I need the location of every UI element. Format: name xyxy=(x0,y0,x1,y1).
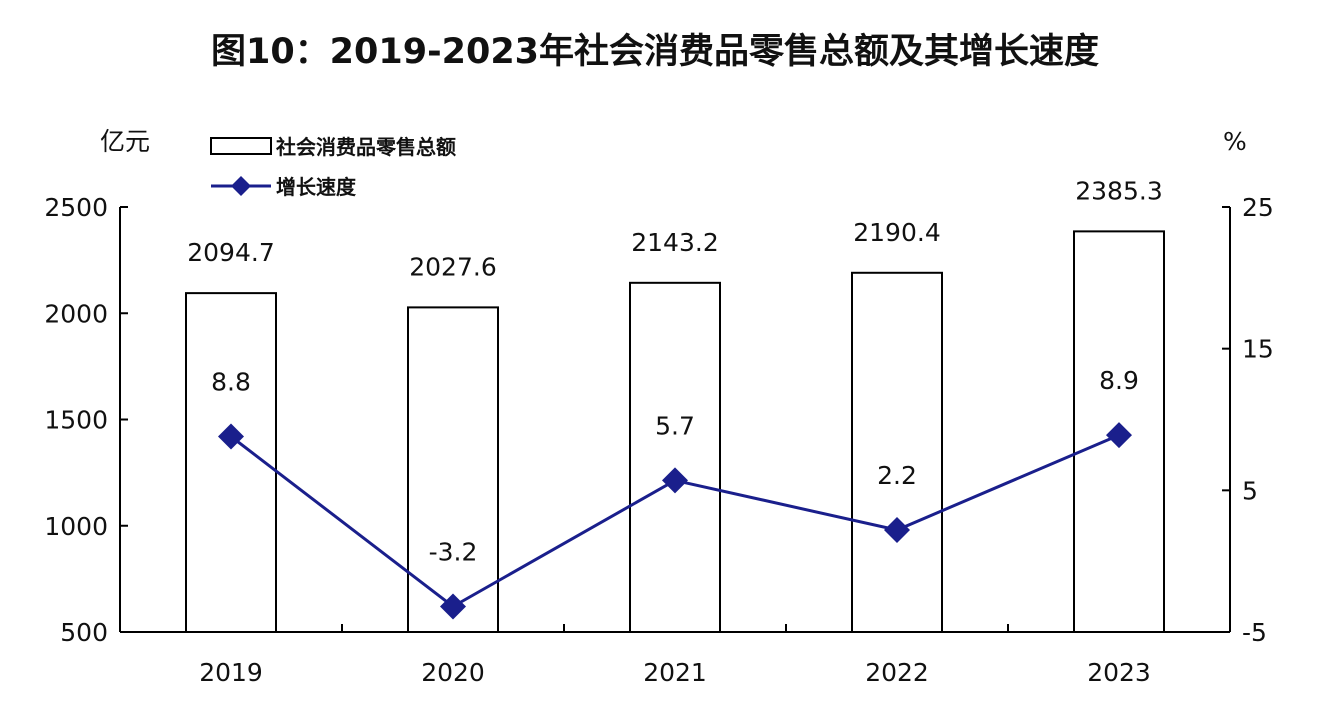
growth-point-2023 xyxy=(1106,422,1132,449)
x-axis-tick-label: 2023 xyxy=(1087,658,1151,687)
x-axis-tick-label: 2019 xyxy=(199,658,263,687)
left-axis-tick-label: 500 xyxy=(60,618,108,647)
plot-area: 2094.7 2027.6 2143.2 2190.4 2385.3 2500 2000 15… xyxy=(44,176,1273,687)
right-axis-tick-label: 25 xyxy=(1242,193,1274,222)
legend-bar-swatch xyxy=(210,137,272,155)
bar-value-label-2022: 2190.4 xyxy=(853,218,940,247)
bar-value-label-2019: 2094.7 xyxy=(187,238,274,267)
chart-title: 图10：2019-2023年社会消费品零售总额及其增长速度 xyxy=(211,32,1099,72)
right-axis-unit: % xyxy=(1223,127,1247,156)
growth-value-label-2020: -3.2 xyxy=(429,538,478,567)
bar-value-label-2023: 2385.3 xyxy=(1075,176,1162,205)
legend: 社会消费品零售总额 增长速度 xyxy=(210,135,456,199)
legend-diamond-marker xyxy=(231,176,251,196)
x-axis-tick-label: 2022 xyxy=(865,658,929,687)
bar-2021 xyxy=(629,281,721,633)
legend-bar-label: 社会消费品零售总额 xyxy=(275,135,456,159)
bar-value-label-2020: 2027.6 xyxy=(409,252,496,281)
x-axis-tick-label: 2021 xyxy=(643,658,707,687)
bar-2019 xyxy=(185,292,277,633)
left-axis-tick-label: 1000 xyxy=(44,512,108,541)
bar-2022 xyxy=(851,271,943,633)
legend-line-label: 增长速度 xyxy=(276,175,357,199)
growth-point-2022 xyxy=(884,517,910,543)
right-axis-tick-label: 15 xyxy=(1242,335,1274,364)
growth-value-label-2021: 5.7 xyxy=(655,411,695,440)
x-axis-tick-label: 2020 xyxy=(421,658,485,687)
right-axis-tick-label: 5 xyxy=(1242,476,1258,505)
growth-point-2020 xyxy=(440,593,466,620)
left-axis-tick-label: 1500 xyxy=(44,406,108,435)
growth-point-2019 xyxy=(218,423,244,450)
bar-value-label-2021: 2143.2 xyxy=(631,228,718,257)
growth-point-2021 xyxy=(662,467,688,494)
right-axis-tick-label: -5 xyxy=(1242,618,1267,647)
growth-value-label-2022: 2.2 xyxy=(877,461,917,490)
left-axis-tick-label: 2500 xyxy=(44,193,108,222)
left-axis-tick-label: 2000 xyxy=(44,299,108,328)
growth-value-label-2019: 8.8 xyxy=(211,368,251,397)
growth-value-label-2023: 8.9 xyxy=(1099,366,1139,395)
left-axis-unit: 亿元 xyxy=(100,127,150,156)
